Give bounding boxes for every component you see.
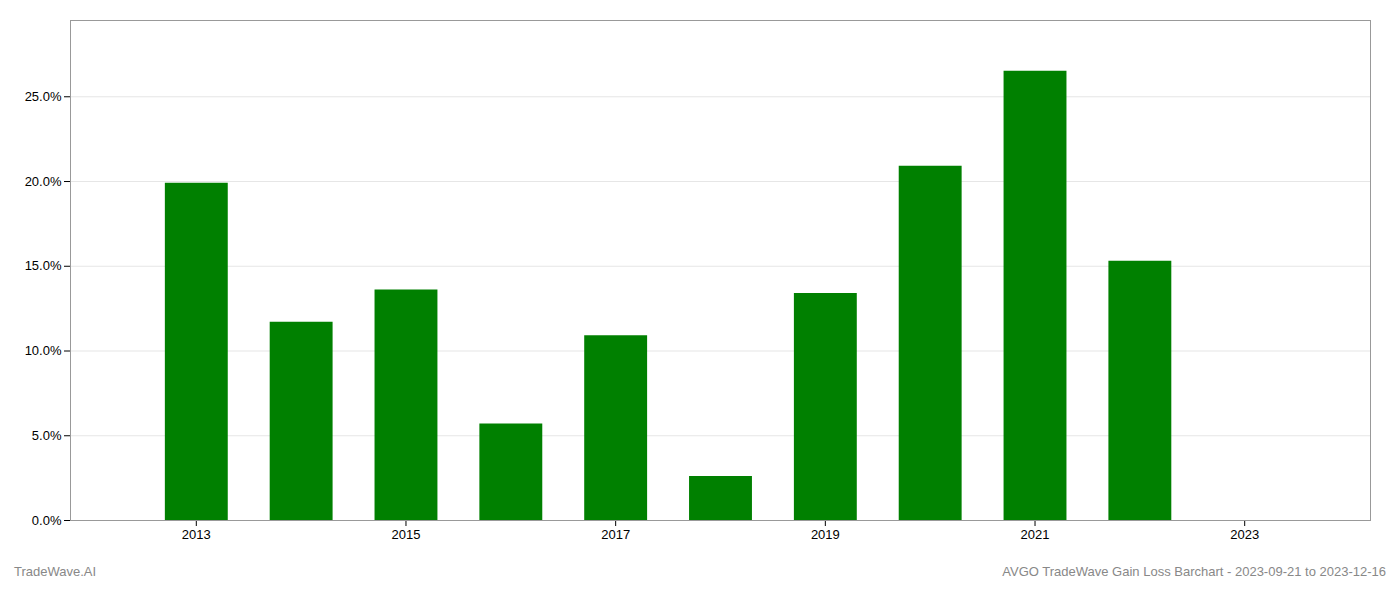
svg-text:20.0%: 20.0% xyxy=(25,174,62,189)
svg-text:15.0%: 15.0% xyxy=(25,258,62,273)
svg-text:25.0%: 25.0% xyxy=(25,89,62,104)
svg-text:2023: 2023 xyxy=(1230,527,1259,542)
svg-text:2015: 2015 xyxy=(392,527,421,542)
svg-text:2017: 2017 xyxy=(601,527,630,542)
svg-text:2019: 2019 xyxy=(811,527,840,542)
svg-text:2013: 2013 xyxy=(182,527,211,542)
svg-text:2021: 2021 xyxy=(1021,527,1050,542)
svg-text:10.0%: 10.0% xyxy=(25,343,62,358)
html-text:TradeWave.AI: TradeWave.AI xyxy=(14,564,97,579)
svg-text:5.0%: 5.0% xyxy=(32,428,62,443)
html-text:AVGO TradeWave Gain Loss Barch: AVGO TradeWave Gain Loss Barchart - 2023… xyxy=(1002,564,1386,579)
svg-text:0.0%: 0.0% xyxy=(32,513,62,528)
